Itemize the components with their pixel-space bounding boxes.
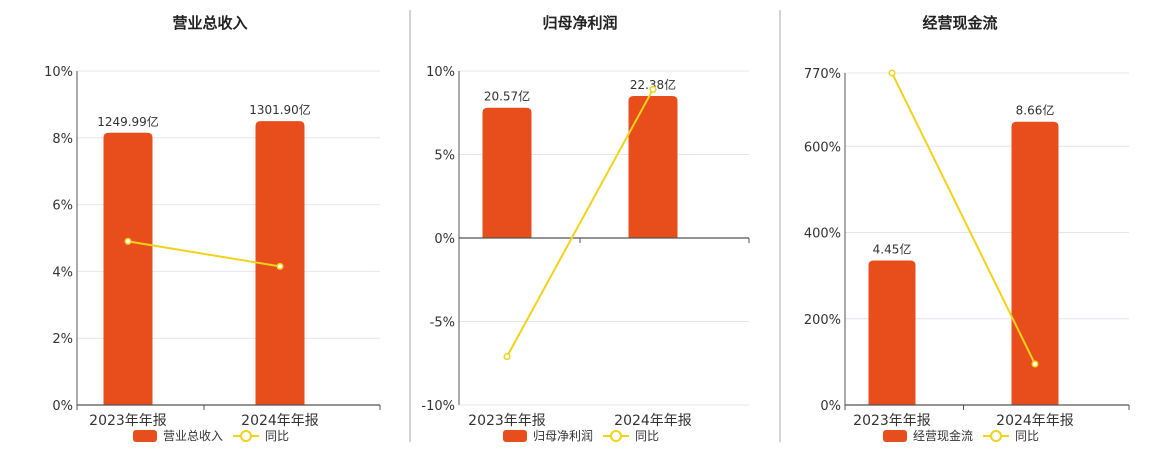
legend-label-line: 同比: [1015, 429, 1039, 443]
chart-title: 营业总收入: [172, 14, 247, 32]
bar: [482, 107, 532, 239]
x-tick-label: 2023年年报: [468, 413, 546, 429]
bar-data-label: 1249.99亿: [97, 114, 159, 129]
bar: [868, 260, 916, 405]
series-line: [127, 240, 281, 268]
line-point: [888, 69, 896, 77]
line-point: [1031, 360, 1039, 368]
chart-title: 经营现金流: [922, 14, 997, 32]
legend-swatch-marker: [240, 430, 252, 442]
y-tick-label: 600%: [804, 140, 841, 155]
series-line: [506, 88, 654, 358]
x-tick-label: 2024年年报: [241, 413, 319, 429]
bar-data-label: 1301.90亿: [249, 102, 311, 117]
y-tick-label: 770%: [804, 67, 841, 82]
legend-swatch-bar: [883, 430, 907, 442]
bar-data-label: 8.66亿: [1016, 103, 1055, 118]
x-tick-label: 2023年年报: [853, 413, 931, 429]
bar-data-label: 20.57亿: [484, 89, 530, 104]
chart-panel: 经营现金流 0% 200% 400% 600% 770% 4.45亿 8.66亿 2023年年报…: [804, 14, 1130, 443]
legend-swatch-bar: [503, 430, 527, 442]
x-tick-label: 2024年年报: [996, 413, 1074, 429]
bar: [628, 96, 678, 238]
line-point: [276, 262, 284, 270]
series-line: [891, 72, 1036, 365]
y-tick-label: 0%: [820, 399, 841, 414]
line-point: [124, 237, 132, 245]
y-tick-label: 6%: [52, 199, 73, 214]
x-tick-label: 2024年年报: [614, 413, 692, 429]
bar-data-label: 22.38亿: [630, 77, 676, 92]
y-tick-label: -10%: [421, 399, 455, 414]
y-tick-label: 400%: [804, 227, 841, 242]
y-tick-label: 8%: [52, 132, 73, 147]
y-tick-label: 2%: [52, 332, 73, 347]
bar: [1011, 121, 1059, 405]
legend-label-bar: 经营现金流: [913, 428, 973, 443]
chart-panel: 营业总收入 0% 2% 4% 6% 8% 10% 1249.99亿 1301.90亿 2023年年…: [44, 14, 381, 443]
y-tick-label: 0%: [434, 232, 455, 247]
bar: [103, 132, 153, 406]
y-tick-label: -5%: [430, 316, 455, 331]
bar-data-label: 4.45亿: [873, 242, 912, 257]
y-tick-label: 10%: [44, 65, 73, 80]
legend-label-bar: 营业总收入: [163, 429, 223, 443]
legend-label-bar: 归母净利润: [533, 429, 593, 443]
x-tick-label: 2023年年报: [89, 413, 167, 429]
chart-title: 归母净利润: [542, 14, 617, 32]
legend-label-line: 同比: [635, 429, 659, 443]
legend-label-line: 同比: [265, 429, 289, 443]
y-tick-label: 4%: [52, 265, 73, 280]
chart-panel: 归母净利润 -10% -5% 0% 5% 10% 20.57亿 22.38亿 2023年年报 20…: [421, 14, 750, 443]
line-point: [649, 85, 657, 93]
y-tick-label: 10%: [426, 65, 455, 80]
line-point: [503, 353, 511, 361]
legend-swatch-bar: [133, 430, 157, 442]
legend-swatch-marker: [610, 430, 622, 442]
legend-swatch-marker: [990, 430, 1002, 442]
y-tick-label: 5%: [434, 149, 455, 164]
y-tick-label: 0%: [52, 399, 73, 414]
y-tick-label: 200%: [804, 313, 841, 328]
